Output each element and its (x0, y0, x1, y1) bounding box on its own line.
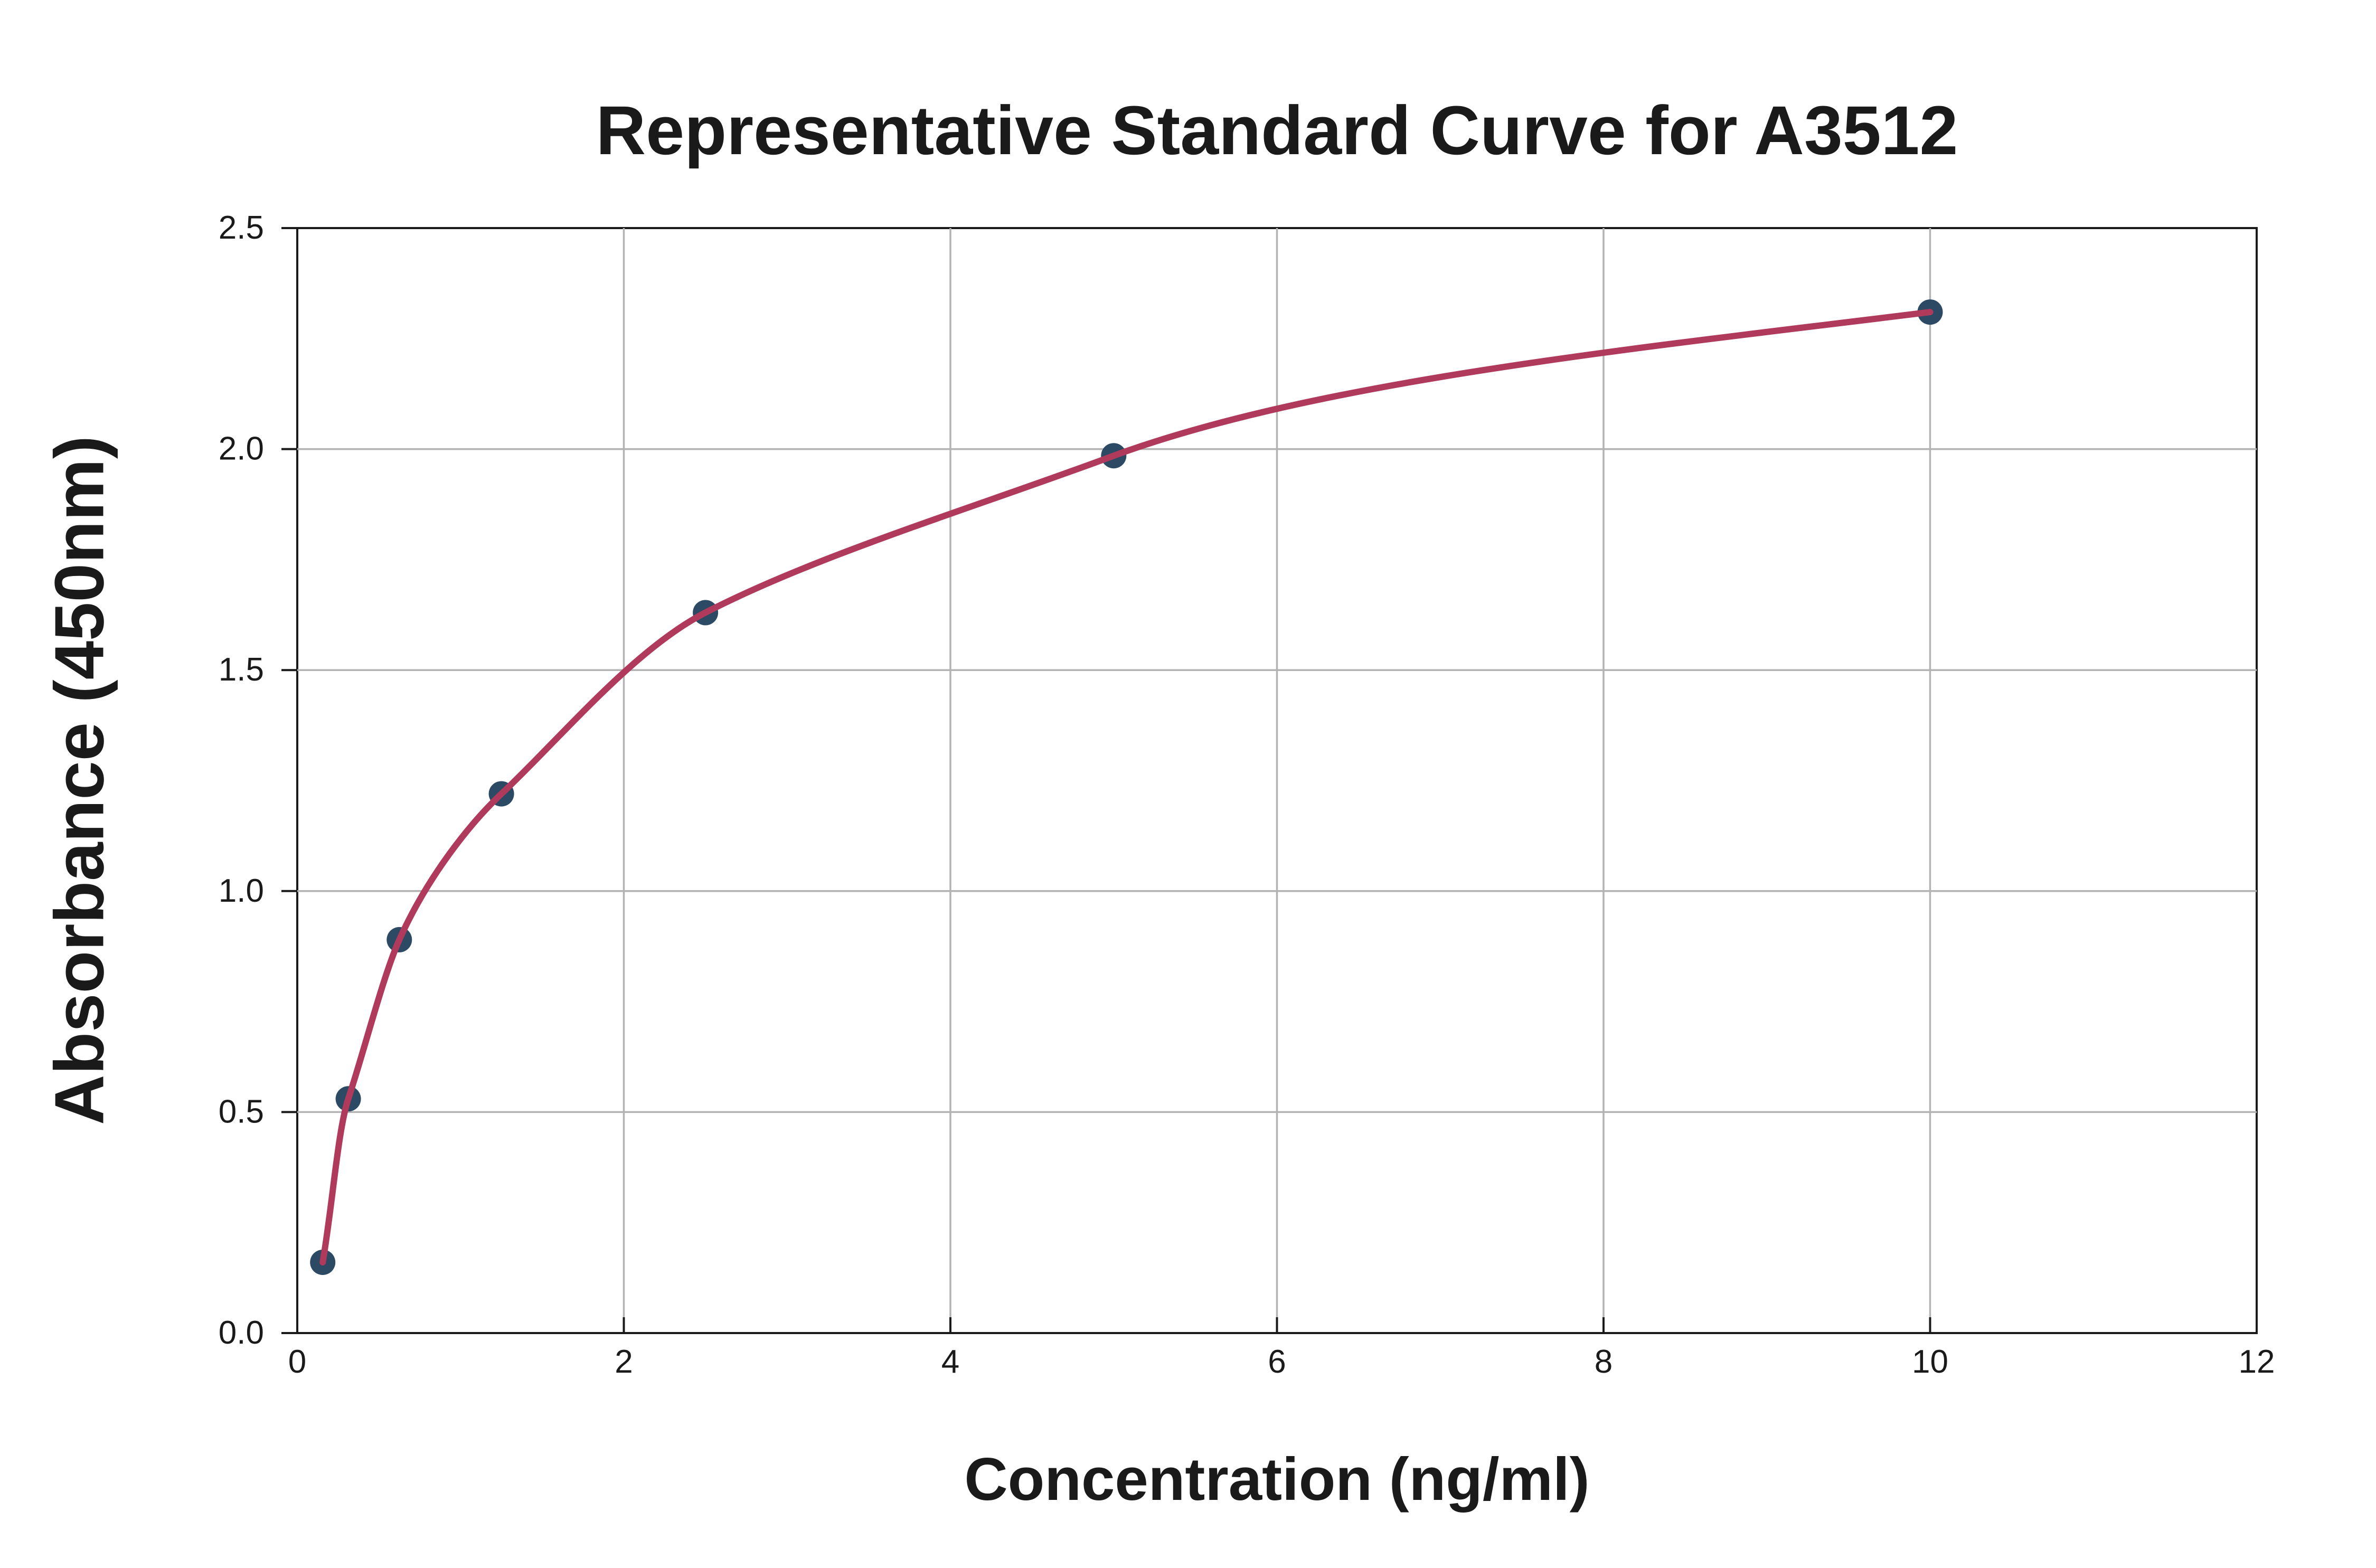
svg-text:8: 8 (1595, 1344, 1613, 1380)
svg-text:6: 6 (1268, 1344, 1286, 1380)
svg-text:12: 12 (2239, 1344, 2275, 1380)
svg-text:2.5: 2.5 (219, 210, 264, 246)
svg-text:1.0: 1.0 (219, 873, 264, 909)
svg-text:10: 10 (1912, 1344, 1948, 1380)
svg-text:0.0: 0.0 (219, 1315, 264, 1351)
svg-text:4: 4 (941, 1344, 959, 1380)
svg-text:0.5: 0.5 (219, 1093, 264, 1130)
svg-text:2: 2 (615, 1344, 633, 1380)
svg-text:2.0: 2.0 (219, 431, 264, 467)
svg-text:0: 0 (288, 1344, 306, 1380)
svg-text:1.5: 1.5 (219, 651, 264, 688)
